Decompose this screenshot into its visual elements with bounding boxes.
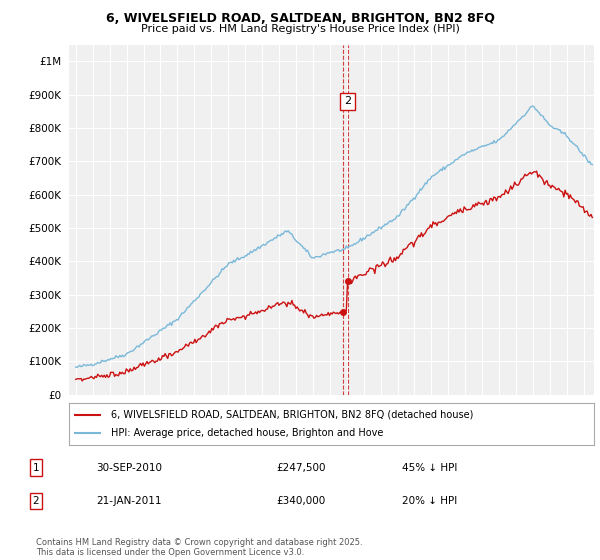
Text: 2: 2 [32, 496, 40, 506]
Text: 6, WIVELSFIELD ROAD, SALTDEAN, BRIGHTON, BN2 8FQ (detached house): 6, WIVELSFIELD ROAD, SALTDEAN, BRIGHTON,… [111, 410, 473, 420]
Text: 20% ↓ HPI: 20% ↓ HPI [402, 496, 457, 506]
Text: 2: 2 [344, 96, 351, 106]
Text: Price paid vs. HM Land Registry's House Price Index (HPI): Price paid vs. HM Land Registry's House … [140, 24, 460, 34]
Text: 45% ↓ HPI: 45% ↓ HPI [402, 463, 457, 473]
Text: 6, WIVELSFIELD ROAD, SALTDEAN, BRIGHTON, BN2 8FQ: 6, WIVELSFIELD ROAD, SALTDEAN, BRIGHTON,… [106, 12, 494, 25]
Text: £340,000: £340,000 [276, 496, 325, 506]
Text: HPI: Average price, detached house, Brighton and Hove: HPI: Average price, detached house, Brig… [111, 428, 383, 438]
Text: Contains HM Land Registry data © Crown copyright and database right 2025.
This d: Contains HM Land Registry data © Crown c… [36, 538, 362, 557]
Text: 21-JAN-2011: 21-JAN-2011 [96, 496, 161, 506]
Text: 1: 1 [32, 463, 40, 473]
Text: 30-SEP-2010: 30-SEP-2010 [96, 463, 162, 473]
Text: £247,500: £247,500 [276, 463, 325, 473]
